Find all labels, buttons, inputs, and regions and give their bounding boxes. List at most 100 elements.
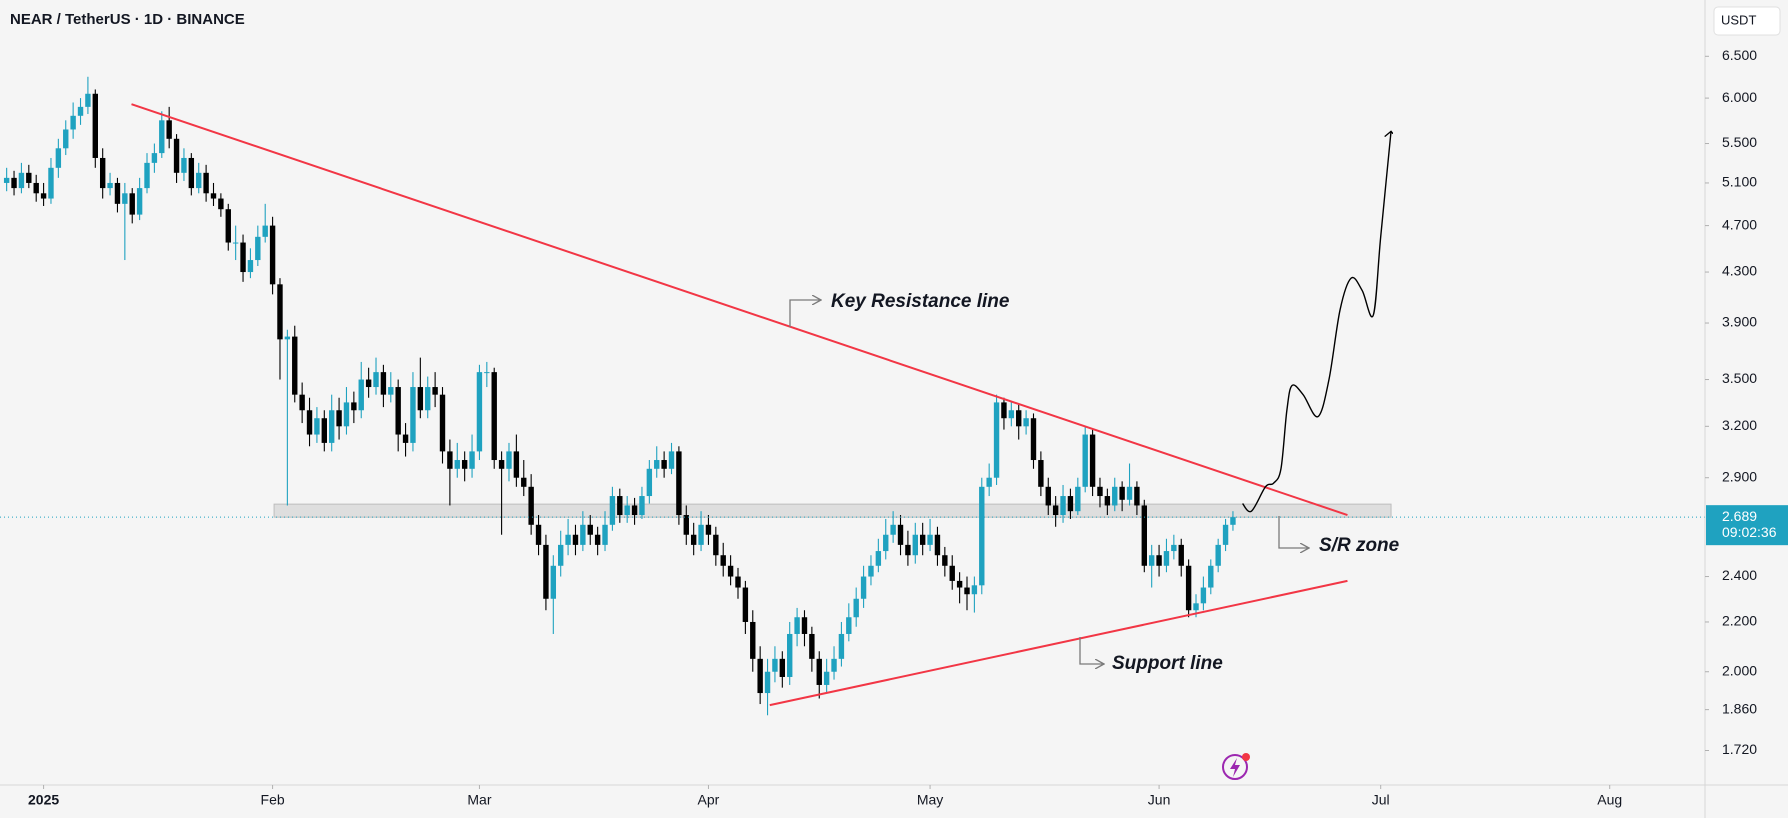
candle-body: [727, 565, 734, 577]
candle-body: [380, 372, 387, 395]
candle-body: [1060, 496, 1066, 516]
candle-body: [557, 544, 564, 566]
candle-body: [336, 410, 342, 427]
candle-body: [1001, 402, 1007, 419]
candle-body: [1222, 524, 1229, 545]
candle-body: [860, 576, 867, 599]
y-tick-label: 1.860: [1722, 700, 1757, 716]
candle-body: [705, 524, 712, 535]
candle-body: [565, 534, 571, 545]
candle-body: [1104, 496, 1111, 506]
candle-body: [905, 544, 911, 556]
candle-body: [107, 182, 113, 189]
candle-body: [949, 565, 955, 581]
lightning-icon[interactable]: [1222, 753, 1250, 780]
candle-body: [956, 580, 963, 588]
x-tick-label: Jun: [1148, 792, 1171, 808]
candle-body: [572, 534, 579, 545]
candle-body: [129, 193, 135, 215]
candle-body: [942, 555, 948, 566]
annotation-arrow: [1079, 637, 1104, 664]
candle-body: [328, 410, 335, 443]
candle-body: [3, 177, 10, 183]
x-tick-label: Feb: [261, 792, 285, 808]
candle-body: [99, 157, 106, 189]
candle-body: [351, 402, 357, 411]
candle-body: [439, 394, 446, 452]
candle-body: [506, 451, 512, 469]
candle-body: [343, 402, 350, 427]
candle-body: [232, 242, 239, 244]
x-tick-label: Aug: [1597, 792, 1622, 808]
candle-body: [410, 387, 416, 443]
y-tick-label: 6.000: [1722, 89, 1757, 105]
candle-body: [144, 162, 150, 189]
candle-body: [92, 93, 98, 158]
candle-body: [742, 587, 749, 622]
y-tick-label: 4.300: [1722, 263, 1757, 279]
candle-body: [846, 617, 852, 634]
y-tick-label: 3.500: [1722, 370, 1757, 386]
candle-body: [698, 524, 704, 545]
candle-body: [33, 182, 39, 194]
candle-body: [631, 505, 638, 516]
candle-body: [225, 209, 231, 243]
annotation: Support line: [1112, 653, 1223, 674]
candle-body: [750, 621, 756, 659]
candle-body: [757, 658, 763, 694]
candle-body: [912, 534, 918, 556]
candle-body: [528, 486, 534, 525]
candle-body: [122, 193, 128, 204]
candle-body: [1230, 517, 1236, 525]
candle-body: [218, 198, 224, 210]
candle-body: [794, 617, 800, 634]
candle-body: [1075, 486, 1081, 512]
candle-body: [779, 658, 786, 677]
candle-body: [461, 460, 468, 469]
candle-body: [417, 387, 424, 411]
candle-body: [787, 633, 793, 677]
candle-body: [986, 477, 992, 487]
candle-body: [868, 565, 874, 577]
candle-body: [373, 372, 379, 388]
currency-box[interactable]: [1713, 6, 1781, 36]
candle-body: [173, 138, 180, 173]
candle-body: [314, 418, 320, 435]
x-tick-label: 2025: [28, 792, 59, 808]
y-tick-label: 3.900: [1722, 314, 1757, 330]
candle-body: [772, 658, 778, 672]
annotation-arrow: [1278, 516, 1309, 548]
candle-body: [1030, 418, 1037, 461]
candle-body: [816, 658, 822, 685]
candle-body: [713, 534, 719, 556]
candle-body: [890, 524, 896, 535]
x-tick-label: Mar: [467, 792, 491, 808]
candle-body: [1126, 486, 1133, 500]
annotation: Key Resistance line: [831, 291, 1010, 312]
candle-body: [284, 336, 291, 340]
x-tick-label: May: [917, 792, 943, 808]
candle-body: [26, 172, 32, 183]
candle-body: [203, 172, 209, 194]
candle-body: [1089, 434, 1096, 487]
candle-body: [476, 372, 483, 452]
candle-body: [40, 193, 47, 199]
candle-body: [661, 460, 667, 469]
candle-body: [609, 496, 616, 525]
candle-body: [63, 129, 69, 149]
candle-body: [151, 153, 158, 163]
candle-body: [764, 671, 771, 694]
candle-body: [1208, 565, 1214, 588]
last-price-label: 2.689: [1722, 508, 1757, 524]
candle-body: [809, 633, 815, 659]
candle-body: [498, 460, 505, 469]
candle-body: [85, 93, 91, 107]
candle-body: [587, 524, 593, 535]
candle-body: [831, 658, 837, 672]
candle-body: [617, 496, 623, 516]
candle-body: [690, 534, 697, 545]
chart-title: NEAR / TetherUS · 1D · BINANCE: [10, 11, 245, 28]
